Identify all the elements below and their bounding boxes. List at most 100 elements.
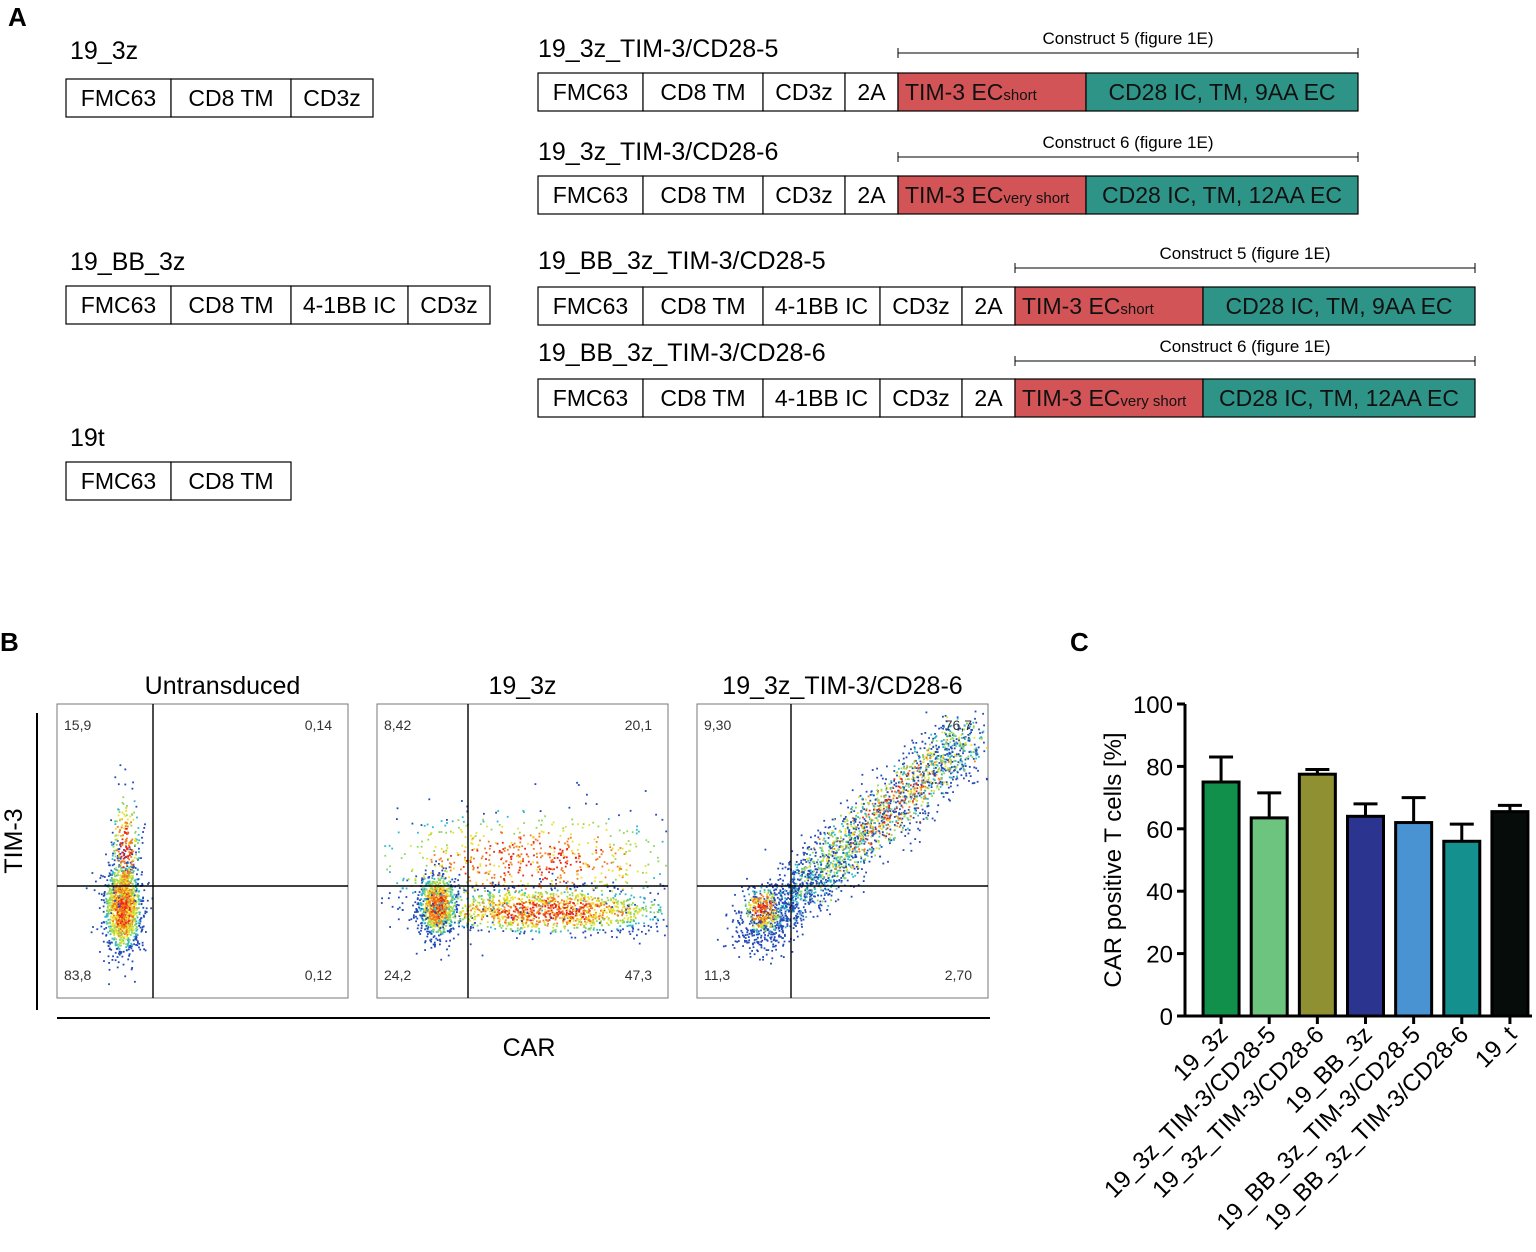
flow-event <box>549 893 552 896</box>
flow-event <box>449 916 452 919</box>
flow-event <box>444 917 447 920</box>
flow-event <box>593 922 596 925</box>
flow-event <box>622 919 624 922</box>
flow-event <box>134 830 137 833</box>
flow-event <box>123 872 126 874</box>
flow-event <box>566 888 568 891</box>
flow-event <box>422 892 425 895</box>
flow-event <box>101 932 104 935</box>
flow-event <box>629 849 631 852</box>
flow-event <box>132 891 134 894</box>
flow-event <box>111 870 114 873</box>
flow-event <box>111 928 114 931</box>
flow-event <box>594 905 597 907</box>
flow-event <box>430 940 432 943</box>
flow-event <box>537 897 540 900</box>
flow-event <box>546 912 549 915</box>
flow-event <box>124 869 127 872</box>
flow-event <box>438 872 441 874</box>
flow-event <box>613 843 615 846</box>
flow-event <box>130 851 132 854</box>
flow-event <box>119 908 122 911</box>
flow-event <box>110 919 113 922</box>
flow-event <box>107 883 110 886</box>
flow-event <box>125 878 128 881</box>
flow-event <box>448 902 450 905</box>
flow-event <box>450 884 453 887</box>
flow-event <box>139 920 142 923</box>
flow-event <box>653 877 655 879</box>
flow-event <box>611 901 614 903</box>
flow-event <box>431 892 434 895</box>
flow-event <box>420 824 423 826</box>
flow-event <box>116 925 118 928</box>
flow-event <box>111 907 114 909</box>
flow-event <box>120 951 123 953</box>
flow-event <box>133 935 136 938</box>
flow-event <box>603 884 606 886</box>
flow-event <box>600 889 603 892</box>
flow-event <box>476 924 479 927</box>
segment-box <box>170 285 292 325</box>
flow-event <box>116 880 119 882</box>
flow-event <box>127 942 129 945</box>
flow-event <box>579 861 581 863</box>
flow-event <box>490 913 493 916</box>
flow-event <box>119 857 122 860</box>
segment-box <box>290 285 409 325</box>
flow-event <box>110 869 113 872</box>
flow-event <box>521 845 524 848</box>
flow-event <box>848 849 851 852</box>
flow-event <box>515 890 517 892</box>
flow-event <box>441 910 443 912</box>
flow-event <box>503 902 506 905</box>
flow-event <box>555 913 558 916</box>
flow-event <box>497 921 500 924</box>
flow-event <box>759 907 762 909</box>
flow-event <box>831 818 834 821</box>
flow-event <box>439 902 442 905</box>
flow-event <box>110 925 112 928</box>
flow-event <box>562 857 565 859</box>
flow-event <box>130 945 133 948</box>
flow-event <box>489 896 491 899</box>
flow-event <box>878 835 881 838</box>
flow-event <box>503 915 506 918</box>
flow-event <box>118 881 121 883</box>
flow-event <box>578 843 581 846</box>
flow-event <box>120 925 123 928</box>
flow-event <box>589 915 591 918</box>
flow-event <box>106 913 109 915</box>
flow-event <box>124 917 127 920</box>
flow-event <box>549 883 552 885</box>
flow-event <box>482 818 484 821</box>
flow-event <box>449 866 452 869</box>
flow-event <box>463 914 466 917</box>
flow-event <box>563 903 566 906</box>
flow-event <box>452 912 454 915</box>
flow-event <box>129 840 132 843</box>
flow-event <box>560 893 563 895</box>
flow-event <box>123 930 126 933</box>
flow-event <box>130 889 133 891</box>
flow-event <box>426 916 429 919</box>
flow-event <box>118 931 121 934</box>
flow-event <box>540 824 543 826</box>
flow-event <box>130 891 133 894</box>
flow-event <box>124 889 126 892</box>
flow-event <box>908 806 911 808</box>
flow-event <box>115 868 118 871</box>
flow-event <box>507 902 510 905</box>
flow-event <box>873 811 876 814</box>
flow-event <box>498 903 501 906</box>
flow-event <box>434 916 437 918</box>
flow-event <box>118 848 121 850</box>
flow-event <box>556 922 559 925</box>
flow-event <box>482 899 485 901</box>
flow-event <box>430 908 433 911</box>
flow-event <box>126 825 129 828</box>
flow-event <box>445 895 447 898</box>
flow-event <box>505 860 508 862</box>
flow-event <box>503 878 505 880</box>
